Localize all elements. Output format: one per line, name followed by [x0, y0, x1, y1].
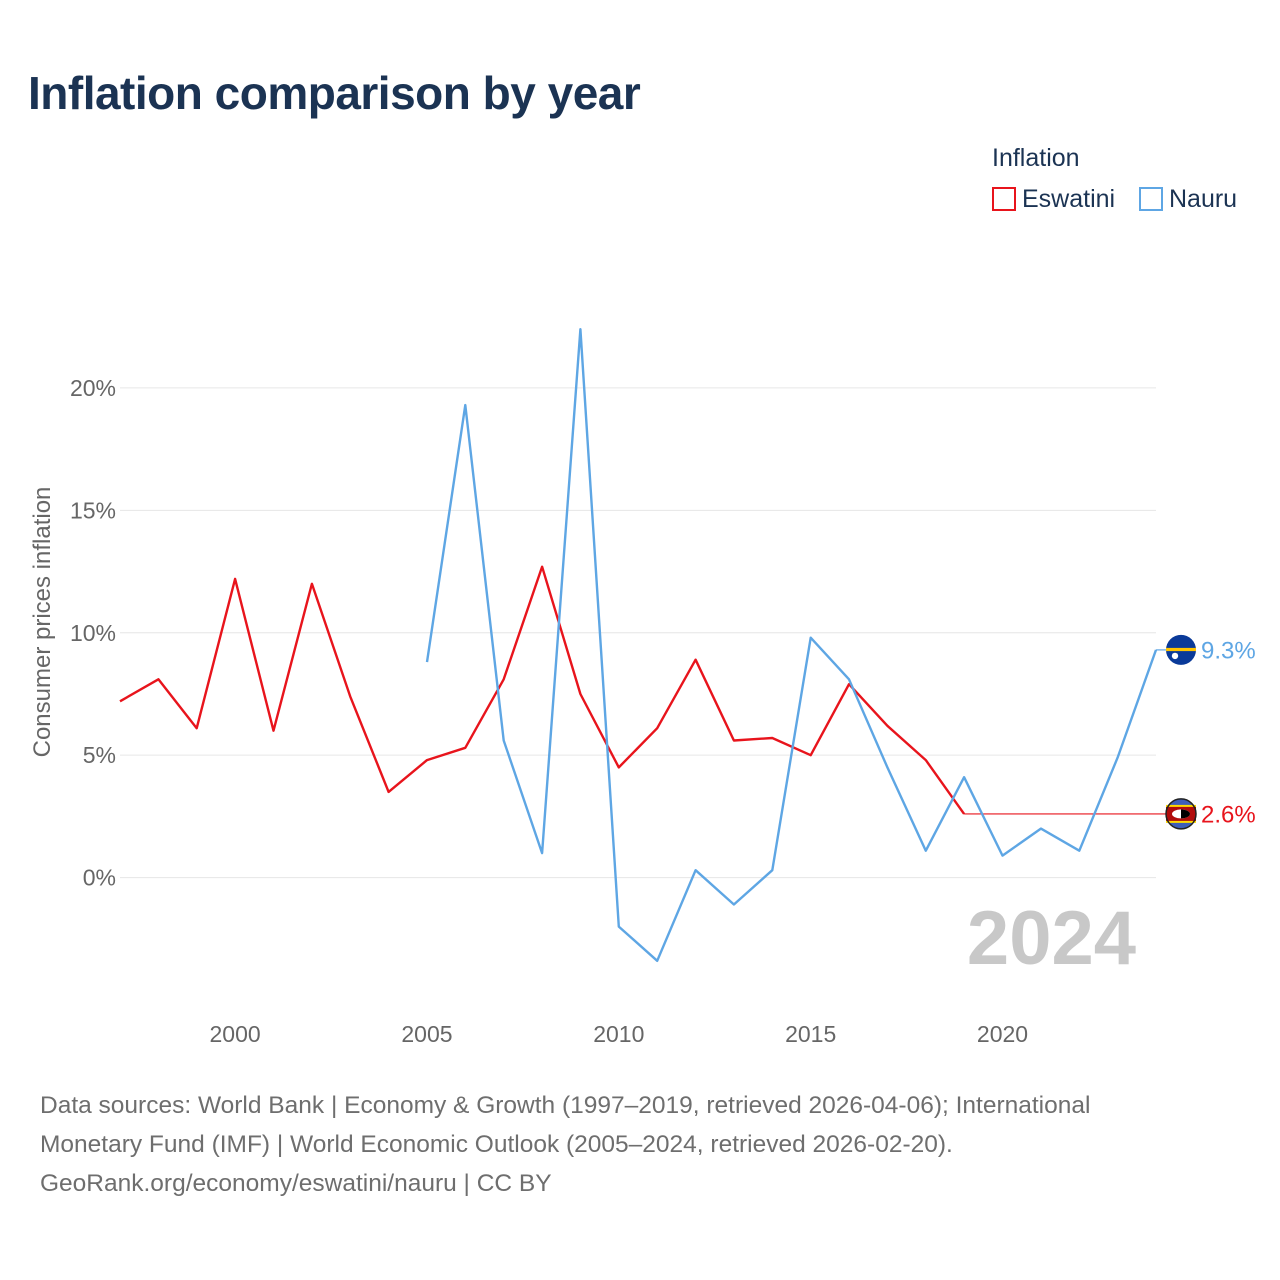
y-tick-label: 0%	[83, 865, 116, 891]
series-line-eswatini[interactable]	[119, 565, 966, 815]
gridlines	[120, 387, 1156, 879]
series-line-nauru[interactable]	[425, 328, 1158, 962]
y-tick-label: 10%	[70, 620, 116, 646]
legend-item-nauru[interactable]: Nauru	[1139, 184, 1237, 214]
series	[119, 328, 1166, 962]
end-labels: 2.6% 9.3%	[1165, 634, 1256, 830]
y-tick-label: 20%	[70, 375, 116, 401]
legend-swatch-nauru	[1139, 187, 1163, 211]
axes: 0% 5% 10% 15% 20% 2000 2005 2010 2015 2020 Consume…	[29, 375, 1028, 1047]
legend-label-eswatini: Eswatini	[1022, 184, 1116, 213]
legend-item-eswatini[interactable]: Eswatini	[992, 184, 1115, 214]
chart-title: Inflation comparison by year	[28, 67, 641, 119]
x-tick-label: 2020	[977, 1021, 1028, 1047]
end-label-eswatini: 2.6%	[1201, 801, 1256, 828]
x-tick-label: 2005	[401, 1021, 452, 1047]
end-label-nauru: 9.3%	[1201, 637, 1256, 664]
y-tick-label: 15%	[70, 497, 116, 523]
footer-line-2: Monetary Fund (IMF) | World Economic Out…	[40, 1131, 953, 1158]
nauru-flag-icon	[1166, 634, 1196, 665]
eswatini-flag-icon	[1165, 798, 1197, 830]
x-tick-label: 2010	[593, 1021, 644, 1047]
footer-line-3[interactable]: GeoRank.org/economy/eswatini/nauru | CC …	[40, 1170, 552, 1197]
x-tick-label: 2015	[785, 1021, 836, 1047]
x-tick-label: 2000	[210, 1021, 261, 1047]
year-watermark: 2024	[967, 896, 1136, 981]
data-sources-footer: Data sources: World Bank | Economy & Gro…	[40, 1086, 1180, 1203]
legend-title: Inflation	[992, 144, 1080, 172]
legend-swatch-eswatini	[992, 187, 1016, 211]
y-tick-label: 5%	[83, 742, 116, 768]
legend-label-nauru: Nauru	[1169, 184, 1238, 213]
line-chart: 0% 5% 10% 15% 20% 2000 2005 2010 2015 2020 Consume…	[29, 328, 1256, 1047]
y-axis-label: Consumer prices inflation	[29, 487, 56, 758]
footer-line-1: Data sources: World Bank | Economy & Gro…	[40, 1092, 1091, 1119]
